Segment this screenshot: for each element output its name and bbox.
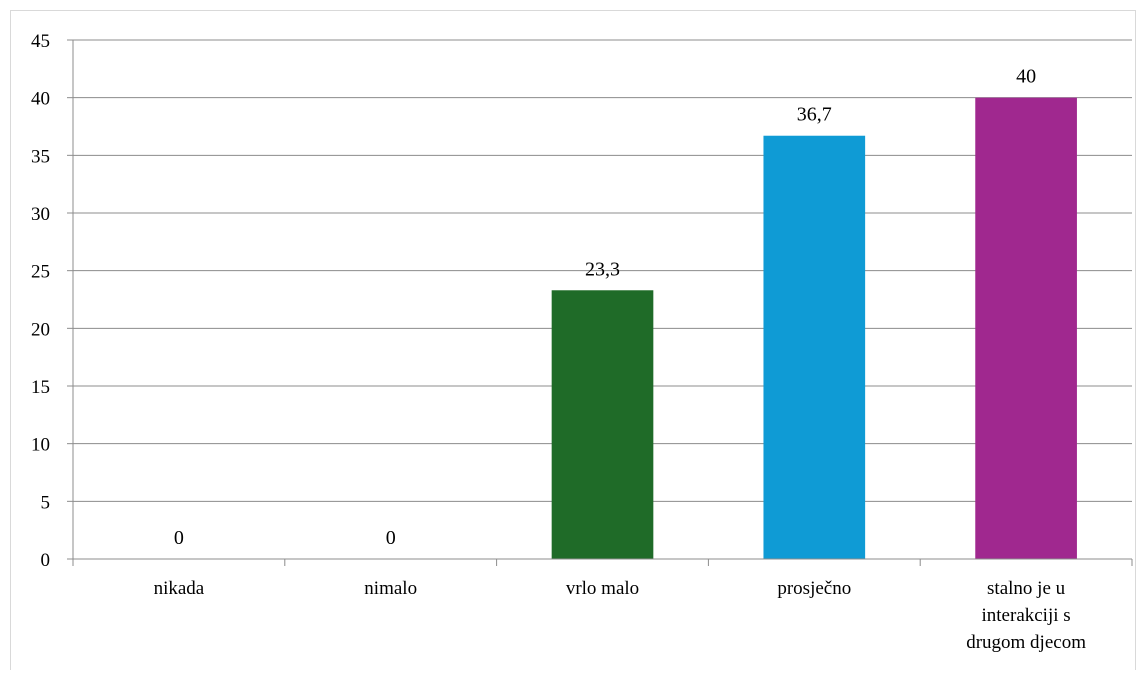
y-tick-label: 40 bbox=[31, 89, 50, 110]
y-tick-label: 15 bbox=[31, 377, 50, 398]
data-label-3: 36,7 bbox=[797, 104, 832, 126]
y-tick-label: 20 bbox=[31, 319, 50, 340]
y-tick-label: 0 bbox=[41, 550, 51, 571]
x-category-label: drugom djecom bbox=[966, 632, 1086, 653]
x-category-label: vrlo malo bbox=[566, 578, 639, 599]
y-tick-label: 5 bbox=[41, 492, 51, 513]
x-category-label: nikada bbox=[154, 578, 205, 599]
axes bbox=[67, 39, 1133, 566]
y-tick-label: 30 bbox=[31, 204, 50, 225]
data-label-0: 0 bbox=[174, 527, 184, 549]
x-category-label: interakciji s bbox=[982, 605, 1071, 626]
data-label-2: 23,3 bbox=[585, 258, 620, 280]
data-label-1: 0 bbox=[386, 527, 396, 549]
y-tick-label: 25 bbox=[31, 262, 50, 283]
y-tick-label: 10 bbox=[31, 435, 50, 456]
data-label-4: 40 bbox=[1016, 66, 1036, 88]
y-tick-label: 45 bbox=[31, 31, 50, 52]
x-category-label: prosječno bbox=[777, 578, 851, 599]
labels: 0 5 10 15 20 25 30 35 40 45 0 nikada 0 nimalo 23,3 vrlo… bbox=[31, 31, 1086, 653]
bar-3 bbox=[763, 135, 866, 559]
x-category-label: stalno je u bbox=[987, 578, 1066, 599]
y-tick-label: 35 bbox=[31, 146, 50, 167]
bars bbox=[551, 97, 1077, 560]
bar-4 bbox=[975, 97, 1077, 560]
x-category-label: nimalo bbox=[364, 578, 417, 599]
bar-2 bbox=[551, 290, 654, 559]
